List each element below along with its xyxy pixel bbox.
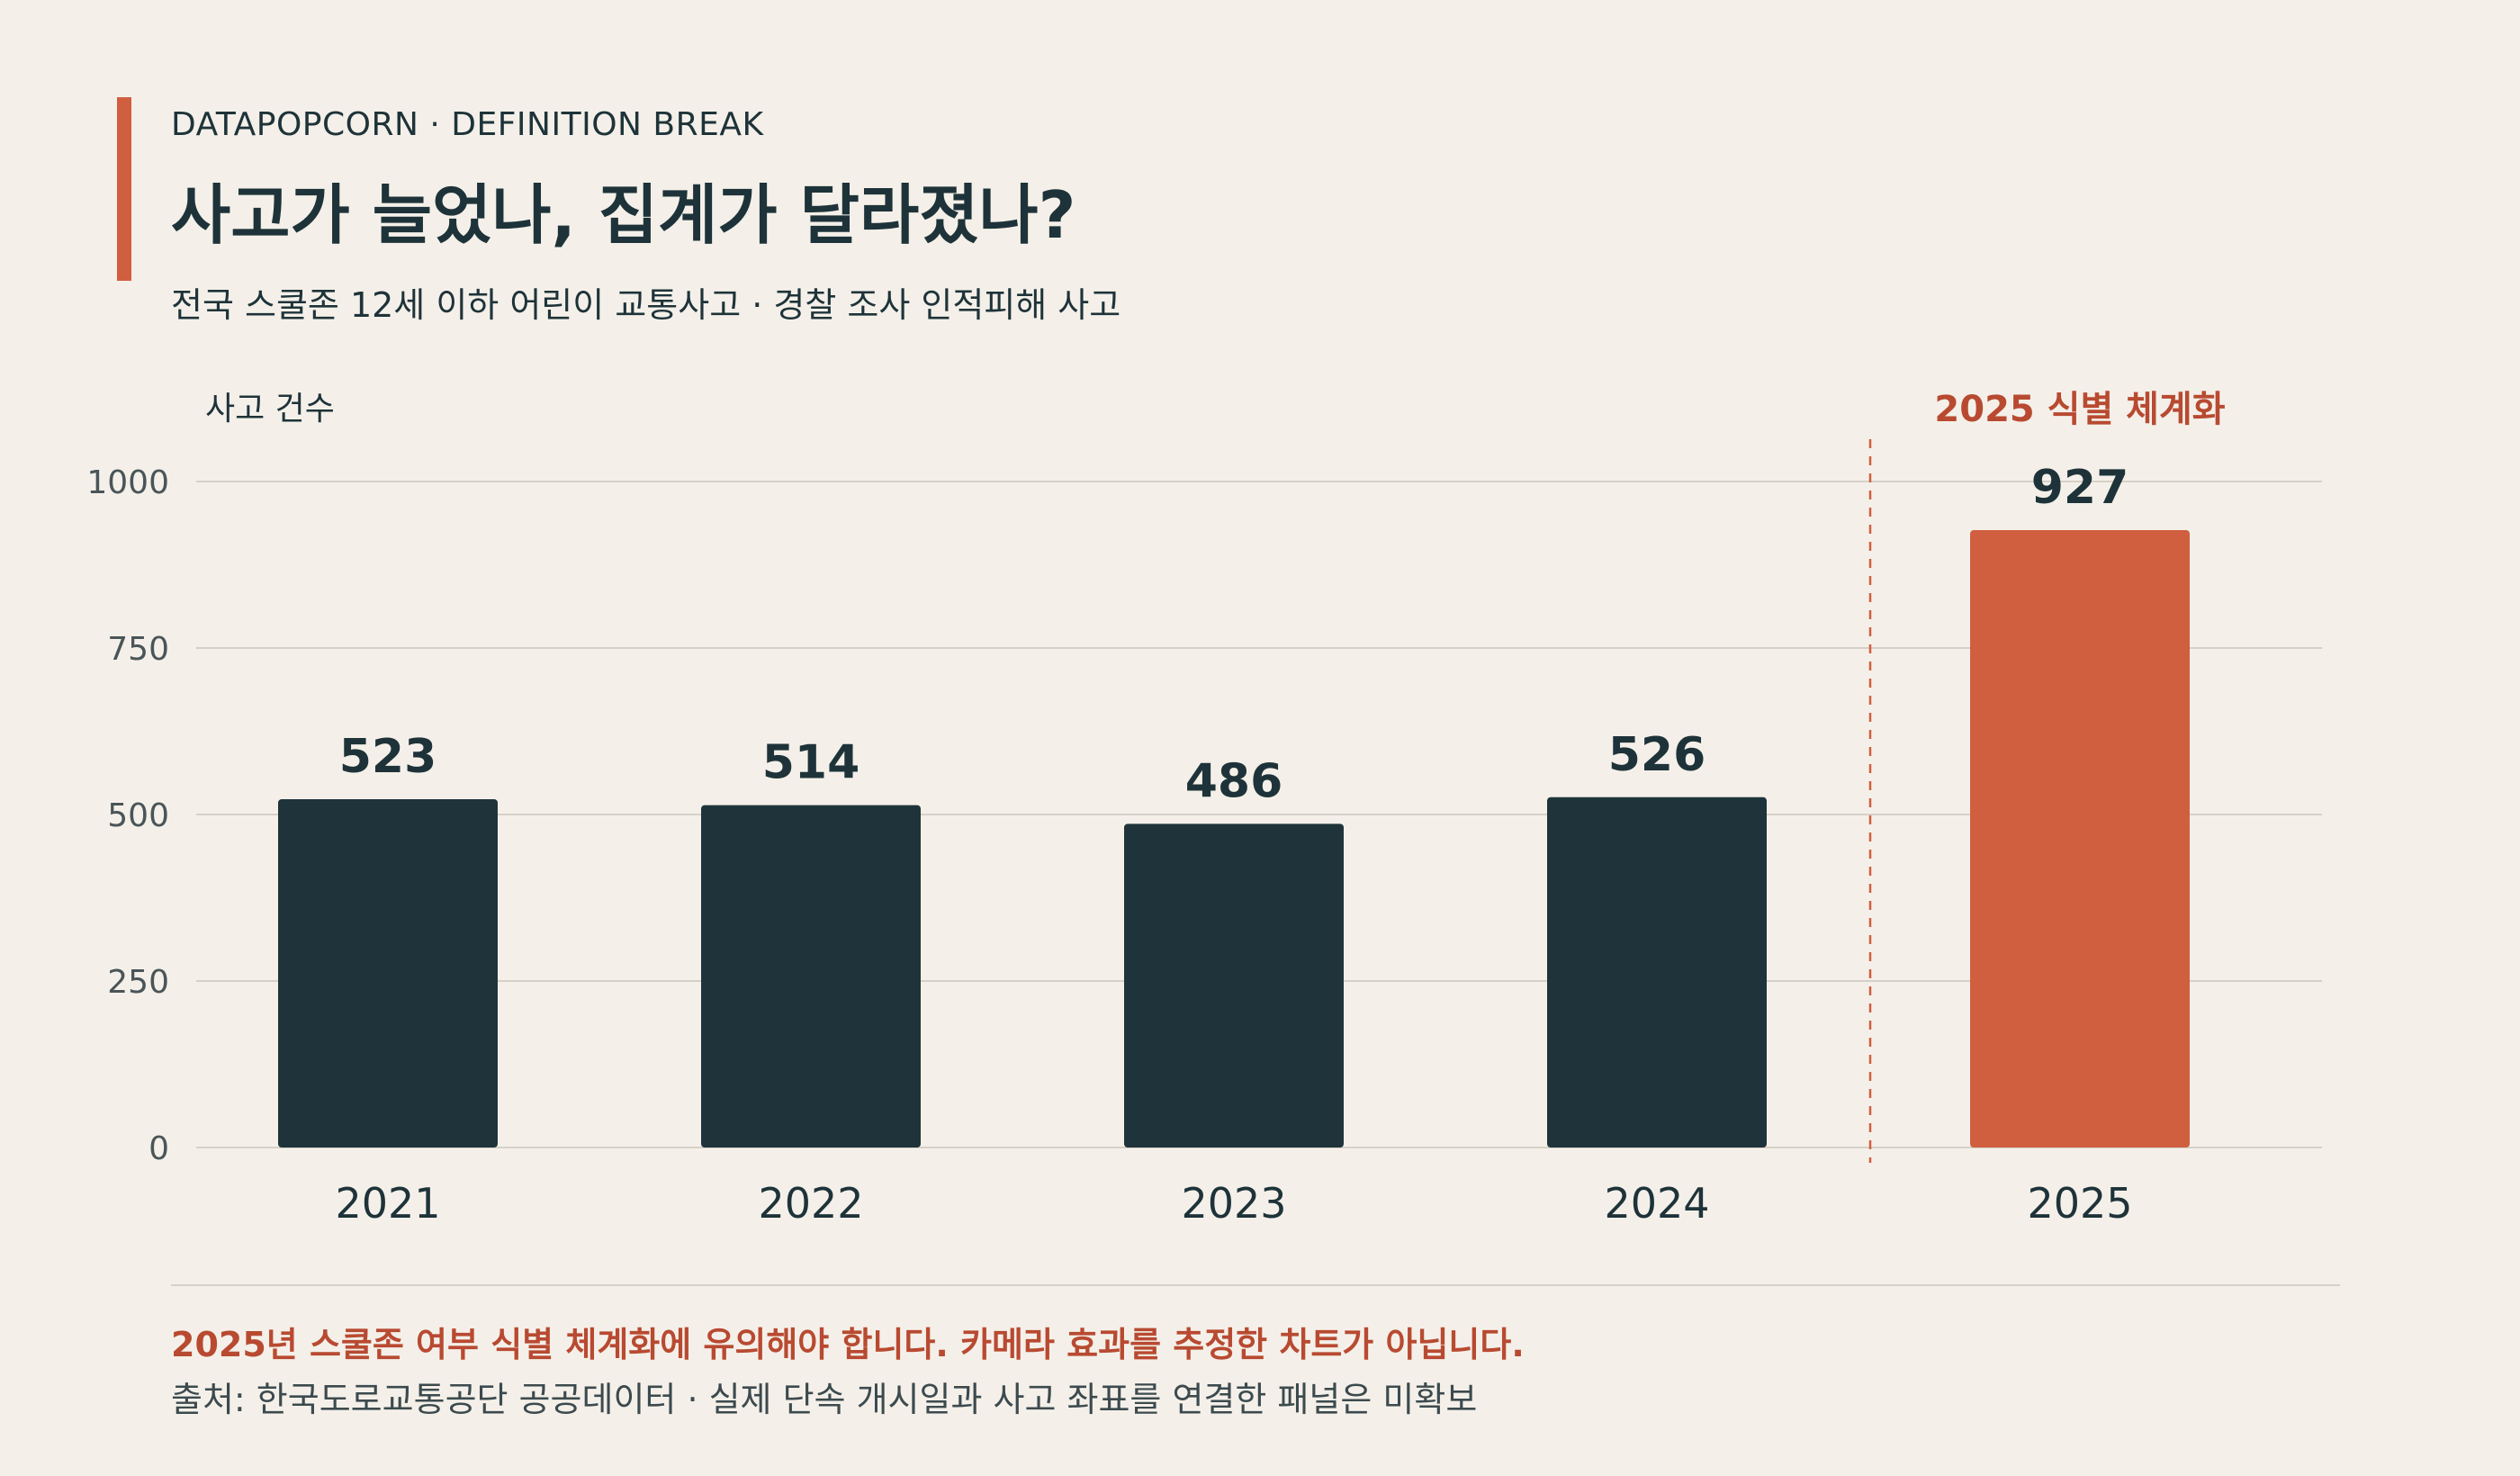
bar-chart: 사고 건수 0 250 500 750 1000 2025 식별 체계화 523 2021 514… [86, 389, 2322, 1228]
accent-bar [117, 97, 131, 281]
chart-subtitle: 전국 스쿨존 12세 이하 어린이 교통사고 · 경찰 조사 인적피해 사고 [171, 285, 1121, 325]
x-tick-label: 2021 [335, 1179, 440, 1228]
bar-value-label: 927 [2031, 461, 2129, 515]
source-note: 출처: 한국도로교통공단 공공데이터 · 실제 단속 개시일과 사고 좌표를 연… [171, 1380, 1478, 1419]
y-tick-label: 500 [107, 797, 169, 834]
y-tick-label: 1000 [86, 464, 169, 501]
bar [1124, 824, 1344, 1148]
chart-title: 사고가 늘었나, 집계가 달라졌나? [171, 177, 1076, 253]
eyebrow-label: DATAPOPCORN · DEFINITION BREAK [171, 106, 764, 143]
x-tick-label: 2025 [2027, 1179, 2132, 1228]
x-tick-label: 2022 [758, 1179, 863, 1228]
footer-note: 2025년 스쿨존 여부 식별 체계화에 유의해야 합니다. 카메라 효과를 추… [171, 1325, 1525, 1364]
break-annotation: 2025 식별 체계화 [1934, 389, 2225, 430]
bar [1970, 530, 2190, 1148]
bar [701, 805, 921, 1148]
bar [278, 798, 498, 1148]
y-tick-label: 0 [148, 1130, 169, 1167]
y-tick-label: 250 [107, 964, 169, 1001]
bar-value-label: 526 [1608, 728, 1706, 782]
x-tick-label: 2023 [1181, 1179, 1286, 1228]
x-tick-label: 2024 [1604, 1179, 1709, 1228]
footer-divider [171, 1284, 2340, 1286]
bar [1547, 796, 1767, 1148]
y-axis-label: 사고 건수 [205, 391, 335, 428]
y-tick-label: 750 [107, 631, 169, 668]
bar-value-label: 486 [1185, 754, 1283, 808]
bar-value-label: 523 [339, 730, 437, 784]
bar-value-label: 514 [762, 736, 860, 790]
